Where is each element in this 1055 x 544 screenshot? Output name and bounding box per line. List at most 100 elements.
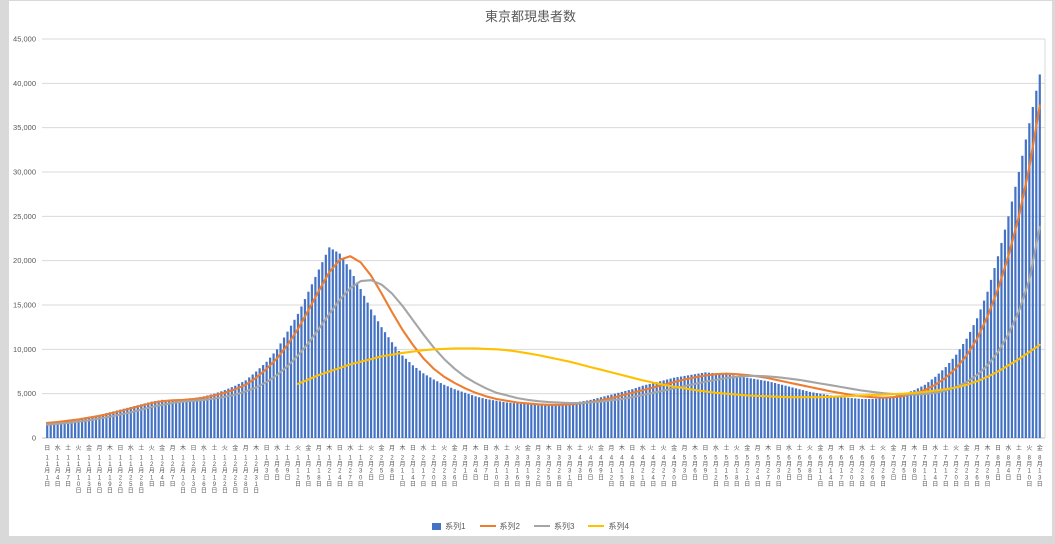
- bar: [572, 402, 575, 438]
- bar: [540, 405, 543, 438]
- bar: [840, 397, 843, 438]
- bar: [888, 396, 892, 438]
- legend-line-marker: [479, 525, 496, 527]
- bar: [624, 391, 627, 438]
- bar: [645, 384, 648, 438]
- bar: [481, 398, 484, 438]
- bar: [300, 306, 303, 438]
- legend-item-系列2[interactable]: 系列2: [479, 521, 520, 532]
- chart-area[interactable]: 東京都現患者数 0 5,000 10,000 15,000 20,000 25,000 30…: [8, 0, 1053, 537]
- bar: [739, 376, 742, 438]
- bar: [331, 249, 334, 438]
- bar: [258, 368, 261, 438]
- bar: [666, 379, 669, 438]
- bar: [843, 397, 846, 438]
- bar: [293, 319, 296, 438]
- legend-item-系列1[interactable]: 系列1: [432, 521, 466, 532]
- bar: [237, 383, 240, 438]
- bar: [303, 299, 307, 438]
- bar: [547, 405, 550, 438]
- bar: [558, 404, 561, 438]
- bar: [408, 362, 411, 438]
- bar: [73, 419, 77, 438]
- bar: [753, 378, 756, 438]
- bar: [289, 325, 293, 438]
- bar: [262, 364, 265, 438]
- bar: [446, 386, 449, 438]
- bar: [248, 377, 251, 438]
- bar: [565, 403, 568, 438]
- bar: [56, 421, 59, 438]
- bar: [909, 391, 913, 438]
- bar: [185, 398, 188, 438]
- bar: [105, 413, 108, 438]
- bar: [394, 346, 397, 438]
- bar: [620, 391, 623, 438]
- bar: [112, 411, 115, 438]
- bar: [850, 398, 853, 438]
- bar: [1010, 201, 1014, 438]
- bar: [491, 400, 495, 438]
- bar: [683, 375, 686, 438]
- bar: [641, 385, 644, 438]
- bar: [140, 404, 143, 438]
- bar: [996, 256, 1000, 438]
- bar: [328, 247, 331, 438]
- bar: [582, 401, 585, 438]
- bar: [690, 374, 693, 438]
- bar: [432, 379, 435, 438]
- bar: [404, 358, 408, 438]
- bar: [188, 398, 192, 438]
- bar: [634, 388, 637, 438]
- y-axis-label: 10,000: [13, 345, 36, 354]
- bar: [216, 392, 219, 438]
- y-axis-label: 25,000: [13, 212, 36, 221]
- plot-area[interactable]: 0 5,000 10,000 15,000 20,000 25,000 30,000 35,0…: [9, 1, 1052, 516]
- bar: [551, 404, 554, 438]
- bar: [913, 390, 916, 438]
- bar: [387, 337, 390, 438]
- bar: [108, 412, 112, 438]
- bar: [164, 400, 167, 438]
- bar: [610, 394, 613, 438]
- bar: [498, 401, 502, 438]
- bar: [453, 389, 456, 438]
- bar: [46, 422, 49, 438]
- bar: [439, 383, 442, 438]
- bar: [533, 404, 536, 438]
- legend-item-系列3[interactable]: 系列3: [534, 521, 574, 532]
- chart-title: 東京都現患者数: [484, 9, 576, 24]
- bar: [760, 380, 763, 438]
- bar: [826, 394, 829, 438]
- legend-label: 系列4: [608, 521, 629, 531]
- legend-item-系列4[interactable]: 系列4: [588, 521, 629, 532]
- bar: [418, 370, 421, 438]
- bar: [98, 414, 101, 438]
- bar: [457, 390, 460, 438]
- legend-label: 系列2: [499, 521, 520, 531]
- bar: [436, 381, 439, 438]
- bar: [530, 404, 533, 438]
- bar: [746, 377, 749, 438]
